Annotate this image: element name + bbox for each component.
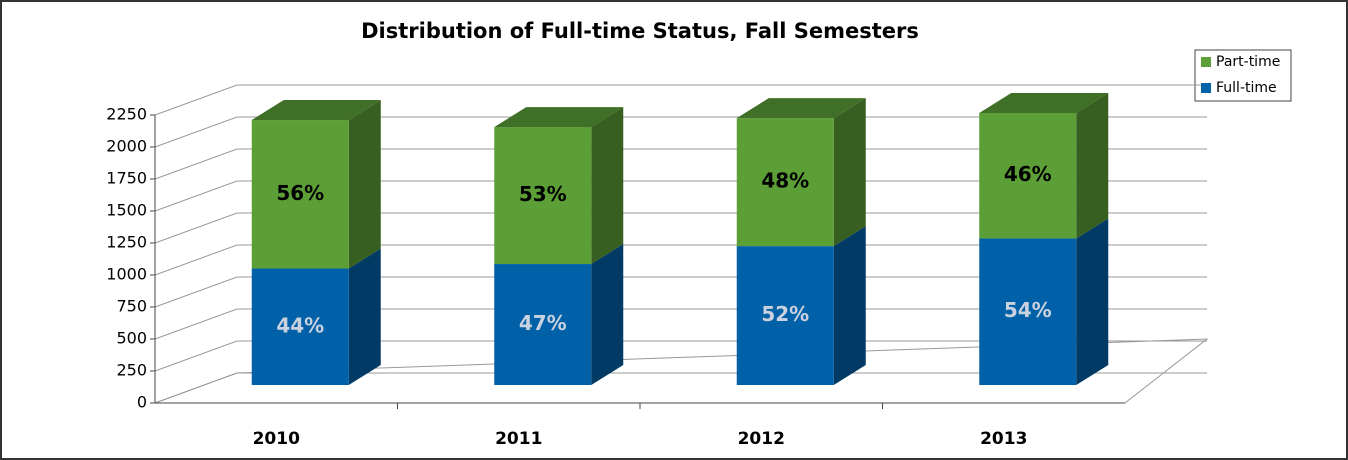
y-tick-label: 0 bbox=[137, 393, 147, 412]
bar bbox=[494, 264, 592, 385]
grid-line bbox=[154, 244, 1207, 276]
grid-line bbox=[154, 180, 1207, 212]
bar bbox=[736, 246, 834, 385]
legend-label: Part-time bbox=[1216, 54, 1280, 70]
bar-side bbox=[591, 244, 624, 385]
bar bbox=[979, 238, 1077, 385]
x-tick-label: 2013 bbox=[980, 429, 1027, 449]
data-label: 52% bbox=[761, 302, 809, 326]
bar-top bbox=[251, 100, 381, 121]
bar-side bbox=[348, 248, 381, 385]
x-tick-label: 2010 bbox=[253, 429, 300, 449]
bar-side bbox=[833, 98, 866, 247]
grid-line bbox=[154, 84, 1207, 116]
grid-line bbox=[154, 340, 1207, 372]
y-tick-label: 1000 bbox=[106, 265, 147, 284]
data-label: 46% bbox=[1004, 162, 1052, 186]
bar bbox=[979, 113, 1077, 239]
grid-line bbox=[154, 276, 1207, 308]
grid-line bbox=[154, 212, 1207, 244]
y-tick-label: 1500 bbox=[106, 201, 147, 220]
y-tick-label: 1250 bbox=[106, 233, 147, 252]
bar bbox=[736, 118, 834, 247]
bar-top bbox=[979, 93, 1109, 113]
data-label: 56% bbox=[276, 181, 324, 205]
bar-top bbox=[736, 98, 866, 119]
bar-side bbox=[833, 226, 866, 385]
legend-label: Full-time bbox=[1216, 80, 1277, 96]
legend-swatch bbox=[1201, 57, 1211, 67]
y-tick-label: 2000 bbox=[106, 137, 147, 156]
bar bbox=[494, 127, 592, 265]
y-tick-label: 1750 bbox=[106, 169, 147, 188]
grid-line bbox=[154, 308, 1207, 340]
chart-title: Distribution of Full-time Status, Fall S… bbox=[361, 19, 919, 43]
bar-top bbox=[494, 107, 624, 128]
y-tick-label: 2250 bbox=[106, 105, 147, 124]
bar-side bbox=[1076, 93, 1109, 239]
grid-line bbox=[154, 148, 1207, 180]
data-label: 48% bbox=[761, 169, 809, 193]
x-tick-label: 2012 bbox=[738, 429, 785, 449]
data-label: 53% bbox=[519, 182, 567, 206]
grid-line bbox=[154, 116, 1207, 148]
y-tick-label: 750 bbox=[116, 297, 147, 316]
bar-side bbox=[1076, 218, 1109, 385]
legend-swatch bbox=[1201, 83, 1211, 93]
x-tick-label: 2011 bbox=[495, 429, 542, 449]
grid-line bbox=[154, 372, 1207, 404]
y-tick-label: 250 bbox=[116, 361, 147, 380]
bar bbox=[251, 120, 349, 269]
bar-side bbox=[348, 100, 381, 269]
y-tick-label: 500 bbox=[116, 329, 147, 348]
data-label: 47% bbox=[519, 311, 567, 335]
data-label: 54% bbox=[1004, 298, 1052, 322]
data-label: 44% bbox=[276, 313, 324, 337]
bar bbox=[251, 268, 349, 385]
bar-side bbox=[591, 107, 624, 265]
